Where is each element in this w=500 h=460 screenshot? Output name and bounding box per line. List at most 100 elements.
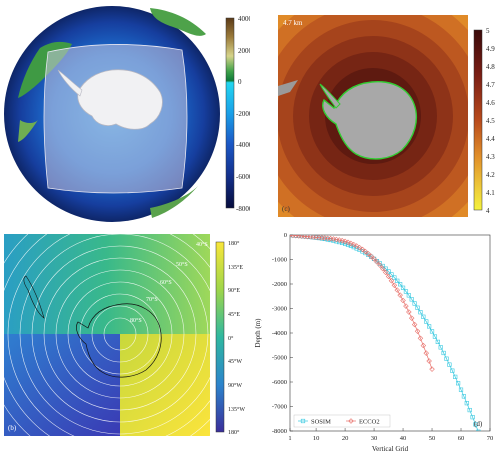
panel-b: 40°S 50°S 60°S 70°S 80°S (b) 180° 135°E …: [0, 228, 250, 455]
data-point: [458, 387, 464, 392]
data-point: [467, 407, 472, 413]
plot-area: [289, 234, 491, 432]
y-axis-label: Depth (m): [254, 318, 262, 348]
colorbar-c-tick: 4.5: [486, 117, 495, 125]
data-point: [382, 269, 389, 276]
colorbar-b-tick: 135°W: [228, 406, 245, 413]
data-point: [429, 366, 435, 372]
data-point: [464, 401, 469, 406]
data-point: [426, 358, 432, 364]
colorbar-b-tick: 180°: [228, 429, 240, 436]
panel-d: 1 10 20 30 40 50 60 70 0 -1000 -2000 -3000 -4000 -500…: [250, 228, 500, 455]
data-point: [424, 319, 429, 324]
data-point: [423, 350, 429, 356]
colorbar-a-tick: 0: [238, 78, 242, 86]
data-point: [356, 244, 363, 251]
data-point: [339, 237, 345, 244]
legend-marker: [300, 418, 306, 424]
panel-b-colorbar-ticks: 180° 135°E 90°E 45°E 0° 45°W 90°W 135°W …: [228, 240, 245, 436]
y-tick-label: -1000: [272, 257, 287, 264]
latitude-circle: [43, 257, 197, 411]
x-tick-label: 1: [288, 435, 291, 442]
colorbar-b-tick: 45°W: [228, 358, 242, 365]
panel-a-label: (a): [10, 202, 18, 210]
data-point: [411, 321, 418, 328]
data-point: [403, 303, 409, 309]
data-point: [348, 240, 354, 247]
y-tick-label: -7000: [272, 404, 287, 411]
chart-legend: SOSIM ECCO2: [293, 414, 391, 428]
longitude-field: [4, 234, 210, 436]
colorbar-a-tick: 2000: [238, 47, 250, 55]
data-point: [447, 362, 452, 367]
data-point: [380, 265, 386, 272]
panel-a-colorbar-ticks: 4000 2000 0 -2000 -4000 -6000 -8000: [236, 15, 253, 213]
antarctic-peninsula: [57, 69, 83, 97]
x-tick-label: 40: [400, 435, 407, 442]
chart-series: [290, 235, 486, 449]
colorbar-c-tick: 5: [486, 27, 490, 35]
series-ecco2: [290, 235, 435, 372]
south-america-outline: [23, 275, 45, 319]
data-point: [473, 422, 478, 427]
data-point: [453, 374, 458, 379]
colorbar-a-tick: -8000: [236, 205, 250, 213]
y-tick-label: -5000: [272, 355, 287, 362]
colorbar-c-tick: 4.7: [486, 81, 495, 89]
data-point: [409, 315, 415, 321]
legend-label: SOSIM: [311, 418, 331, 425]
data-point: [421, 314, 426, 319]
data-point: [409, 297, 414, 302]
data-point: [418, 310, 423, 315]
colorbar-a-tick: 4000: [238, 15, 250, 23]
data-point: [368, 253, 374, 259]
x-tick-label: 20: [342, 435, 349, 442]
x-tick-label: 10: [313, 435, 320, 442]
panel-c-label: (c): [282, 205, 290, 213]
data-point: [385, 273, 392, 280]
panel-a-colorbar: [225, 17, 235, 209]
data-point: [353, 243, 360, 249]
lat-label: 70°S: [146, 296, 158, 303]
data-point: [476, 429, 481, 431]
land-australia: [150, 186, 198, 218]
data-point: [429, 329, 435, 334]
latitude-circle: [79, 293, 161, 375]
latitude-circle: [67, 281, 173, 387]
data-point: [342, 238, 348, 245]
y-tick-label: -2000: [272, 281, 287, 288]
colorbar-a-tick: -6000: [236, 173, 250, 181]
panel-b-colorbar: [215, 241, 225, 433]
latitude-circle: [7, 234, 210, 436]
panel-a: (a) 4000 2000 0 -2000 -4000 -6000 -8000: [0, 0, 253, 228]
data-point: [359, 246, 366, 253]
data-point: [482, 445, 486, 449]
data-point: [374, 259, 380, 265]
latitude-circle: [31, 245, 209, 423]
colorbar-b-tick: 135°E: [228, 264, 243, 271]
colorbar-c-tick: 4.8: [486, 63, 495, 71]
x-tick-label: 60: [458, 435, 465, 442]
data-point: [432, 334, 438, 339]
data-point: [435, 339, 440, 344]
colorbar-c-tick: 4.4: [486, 135, 495, 143]
x-tick-label: 50: [429, 435, 436, 442]
data-point: [377, 262, 383, 268]
legend-marker: [348, 418, 354, 424]
data-point: [389, 272, 394, 277]
data-point: [392, 275, 397, 280]
data-point: [398, 282, 403, 287]
data-point: [441, 350, 446, 356]
data-point: [415, 305, 420, 310]
data-point: [397, 292, 403, 298]
data-point: [400, 297, 406, 304]
data-point: [290, 235, 296, 239]
latitude-circle: [91, 305, 149, 363]
data-point: [427, 324, 432, 329]
x-axis-label: Vertical Grid: [372, 445, 409, 453]
data-point: [394, 287, 400, 293]
colorbar-b-tick: 90°W: [228, 382, 242, 389]
data-point: [412, 301, 417, 306]
colorbar-b-tick: 90°E: [228, 287, 240, 294]
lat-label: 80°S: [130, 317, 142, 324]
